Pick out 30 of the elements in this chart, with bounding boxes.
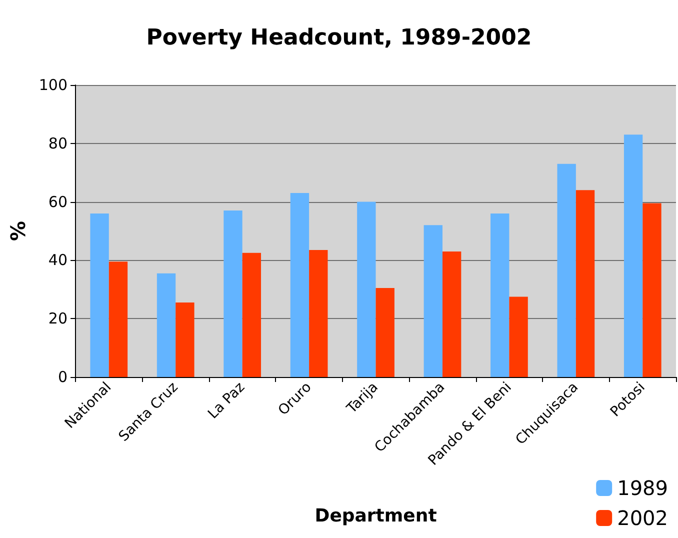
y-tick-label: 80 [48, 134, 68, 152]
y-tick-label: 100 [38, 76, 68, 94]
y-tick-label: 20 [48, 310, 68, 328]
bar [642, 203, 662, 377]
y-tick-label: 0 [58, 368, 68, 386]
y-tick-label: 40 [48, 251, 68, 270]
legend-label: 2002 [617, 506, 668, 530]
bar [309, 250, 328, 377]
bar [490, 213, 510, 377]
bar [156, 273, 176, 377]
bar [242, 252, 262, 377]
bar [576, 190, 595, 377]
bar [424, 225, 442, 377]
legend-label: 1989 [617, 476, 668, 500]
y-tick-label: 60 [48, 192, 68, 211]
bar [442, 251, 462, 377]
bar [224, 210, 242, 377]
bar [290, 193, 310, 377]
bar [176, 302, 194, 377]
bar [376, 288, 394, 377]
bar [357, 202, 376, 377]
y-axis-title: % [6, 220, 30, 242]
bar [509, 296, 528, 377]
bar [90, 213, 109, 377]
x-tick-label: La Paz [205, 379, 248, 422]
bar [557, 164, 576, 377]
bar [108, 262, 128, 377]
chart-title: Poverty Headcount, 1989-2002 [146, 26, 532, 50]
x-axis-title: Department [314, 506, 438, 526]
bar [624, 134, 643, 377]
